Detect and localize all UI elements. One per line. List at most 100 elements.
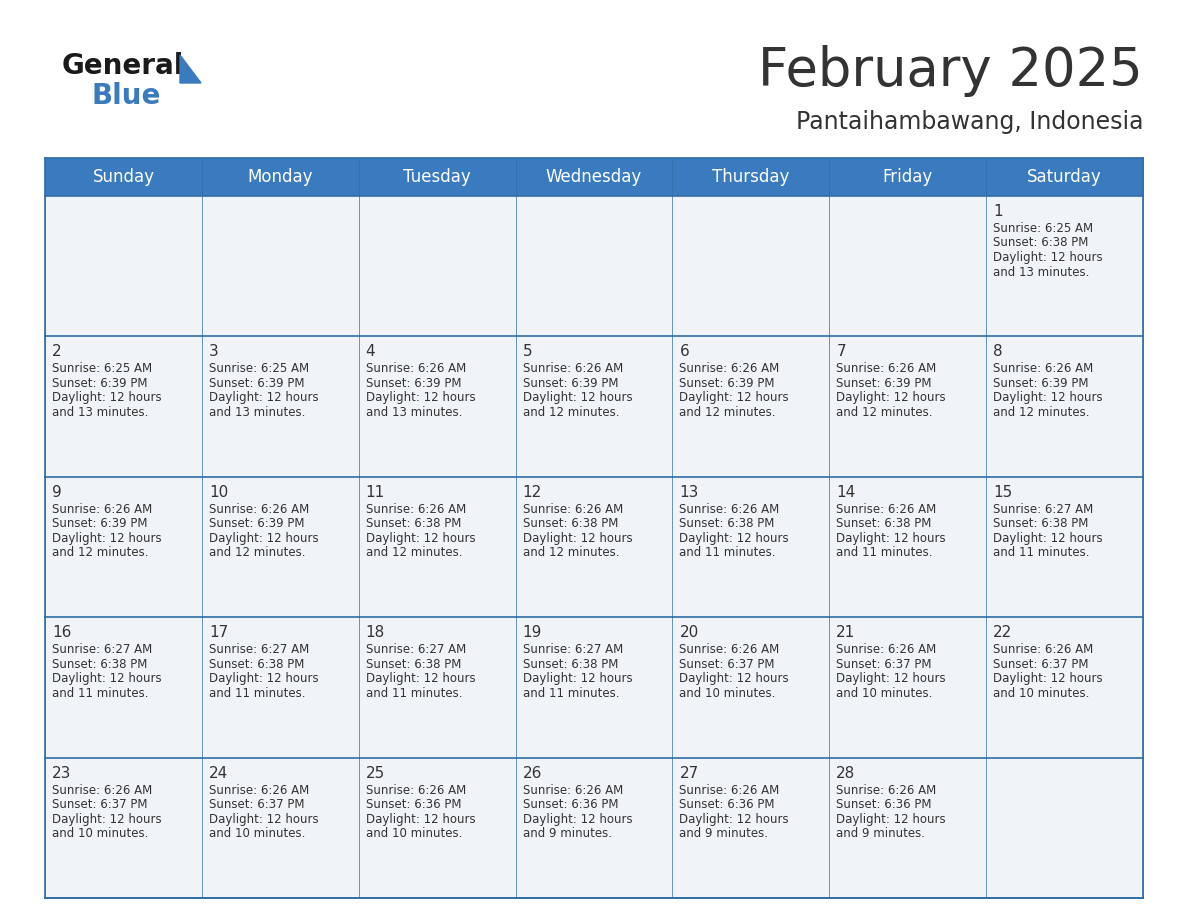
Text: Sunrise: 6:27 AM: Sunrise: 6:27 AM — [52, 644, 152, 656]
Text: 9: 9 — [52, 485, 62, 499]
Text: and 13 minutes.: and 13 minutes. — [993, 265, 1089, 278]
Bar — [202, 617, 359, 757]
Text: Sunrise: 6:27 AM: Sunrise: 6:27 AM — [366, 644, 466, 656]
Text: Sunset: 6:38 PM: Sunset: 6:38 PM — [523, 518, 618, 531]
Bar — [359, 617, 516, 757]
Text: and 12 minutes.: and 12 minutes. — [209, 546, 305, 559]
Bar — [829, 757, 986, 898]
Text: Sunrise: 6:26 AM: Sunrise: 6:26 AM — [52, 503, 152, 516]
Bar — [829, 196, 986, 336]
Text: Sunrise: 6:26 AM: Sunrise: 6:26 AM — [680, 644, 779, 656]
Text: and 11 minutes.: and 11 minutes. — [209, 687, 305, 700]
Text: Daylight: 12 hours: Daylight: 12 hours — [366, 532, 475, 544]
Text: Daylight: 12 hours: Daylight: 12 hours — [836, 812, 946, 825]
Text: Sunday: Sunday — [93, 168, 154, 186]
Text: Sunrise: 6:26 AM: Sunrise: 6:26 AM — [209, 503, 309, 516]
Bar — [672, 336, 829, 476]
Text: February 2025: February 2025 — [758, 45, 1143, 97]
Text: 22: 22 — [993, 625, 1012, 640]
Text: 1: 1 — [993, 204, 1003, 219]
Bar — [516, 336, 672, 476]
Text: Sunset: 6:37 PM: Sunset: 6:37 PM — [836, 657, 931, 671]
Text: Sunset: 6:38 PM: Sunset: 6:38 PM — [836, 518, 931, 531]
Text: Sunset: 6:36 PM: Sunset: 6:36 PM — [523, 798, 618, 812]
Text: Daylight: 12 hours: Daylight: 12 hours — [523, 812, 632, 825]
Text: Sunrise: 6:26 AM: Sunrise: 6:26 AM — [993, 363, 1093, 375]
Text: 6: 6 — [680, 344, 689, 360]
Text: and 11 minutes.: and 11 minutes. — [52, 687, 148, 700]
Text: 3: 3 — [209, 344, 219, 360]
Text: Sunrise: 6:26 AM: Sunrise: 6:26 AM — [366, 363, 466, 375]
Text: Daylight: 12 hours: Daylight: 12 hours — [680, 672, 789, 685]
Text: 4: 4 — [366, 344, 375, 360]
Bar — [986, 476, 1143, 617]
Text: 27: 27 — [680, 766, 699, 780]
Text: 21: 21 — [836, 625, 855, 640]
Text: Sunrise: 6:27 AM: Sunrise: 6:27 AM — [209, 644, 309, 656]
Bar — [986, 196, 1143, 336]
Text: Sunrise: 6:27 AM: Sunrise: 6:27 AM — [523, 644, 623, 656]
Text: Daylight: 12 hours: Daylight: 12 hours — [993, 391, 1102, 405]
Text: Sunset: 6:39 PM: Sunset: 6:39 PM — [366, 377, 461, 390]
Text: Sunset: 6:38 PM: Sunset: 6:38 PM — [993, 237, 1088, 250]
Text: and 11 minutes.: and 11 minutes. — [836, 546, 933, 559]
Text: Sunset: 6:39 PM: Sunset: 6:39 PM — [680, 377, 775, 390]
Text: Sunset: 6:38 PM: Sunset: 6:38 PM — [993, 518, 1088, 531]
Text: Sunrise: 6:25 AM: Sunrise: 6:25 AM — [993, 222, 1093, 235]
Text: Sunset: 6:38 PM: Sunset: 6:38 PM — [52, 657, 147, 671]
Text: and 12 minutes.: and 12 minutes. — [523, 546, 619, 559]
Text: and 10 minutes.: and 10 minutes. — [680, 687, 776, 700]
Text: Daylight: 12 hours: Daylight: 12 hours — [209, 391, 318, 405]
Bar — [359, 757, 516, 898]
Text: 19: 19 — [523, 625, 542, 640]
Text: 2: 2 — [52, 344, 62, 360]
Text: Sunrise: 6:26 AM: Sunrise: 6:26 AM — [680, 363, 779, 375]
Text: Daylight: 12 hours: Daylight: 12 hours — [209, 812, 318, 825]
Bar — [202, 757, 359, 898]
Text: and 12 minutes.: and 12 minutes. — [993, 406, 1089, 419]
Bar — [202, 336, 359, 476]
Text: 28: 28 — [836, 766, 855, 780]
Text: Daylight: 12 hours: Daylight: 12 hours — [993, 532, 1102, 544]
Text: General: General — [62, 52, 184, 80]
Text: and 12 minutes.: and 12 minutes. — [52, 546, 148, 559]
Text: and 10 minutes.: and 10 minutes. — [836, 687, 933, 700]
Bar — [516, 617, 672, 757]
Text: 8: 8 — [993, 344, 1003, 360]
Text: Sunrise: 6:26 AM: Sunrise: 6:26 AM — [523, 503, 623, 516]
Text: Sunrise: 6:26 AM: Sunrise: 6:26 AM — [680, 503, 779, 516]
Text: Sunset: 6:39 PM: Sunset: 6:39 PM — [209, 518, 304, 531]
Text: Sunrise: 6:25 AM: Sunrise: 6:25 AM — [52, 363, 152, 375]
Text: Sunrise: 6:26 AM: Sunrise: 6:26 AM — [836, 363, 936, 375]
Text: and 11 minutes.: and 11 minutes. — [680, 546, 776, 559]
Text: Sunrise: 6:26 AM: Sunrise: 6:26 AM — [523, 363, 623, 375]
Text: Daylight: 12 hours: Daylight: 12 hours — [836, 532, 946, 544]
Text: Sunset: 6:37 PM: Sunset: 6:37 PM — [209, 798, 304, 812]
Text: and 10 minutes.: and 10 minutes. — [366, 827, 462, 840]
Text: 26: 26 — [523, 766, 542, 780]
Text: Monday: Monday — [247, 168, 312, 186]
Text: 25: 25 — [366, 766, 385, 780]
Text: and 12 minutes.: and 12 minutes. — [366, 546, 462, 559]
Text: Pantaihambawang, Indonesia: Pantaihambawang, Indonesia — [796, 110, 1143, 134]
Text: 10: 10 — [209, 485, 228, 499]
Bar — [829, 336, 986, 476]
Text: Sunset: 6:37 PM: Sunset: 6:37 PM — [993, 657, 1088, 671]
Text: Sunset: 6:36 PM: Sunset: 6:36 PM — [836, 798, 931, 812]
Text: and 11 minutes.: and 11 minutes. — [366, 687, 462, 700]
Bar — [672, 757, 829, 898]
Bar — [45, 617, 202, 757]
Text: Daylight: 12 hours: Daylight: 12 hours — [52, 391, 162, 405]
Text: Daylight: 12 hours: Daylight: 12 hours — [52, 532, 162, 544]
Polygon shape — [181, 55, 201, 83]
Text: Friday: Friday — [883, 168, 933, 186]
Text: Daylight: 12 hours: Daylight: 12 hours — [209, 672, 318, 685]
Text: Sunrise: 6:26 AM: Sunrise: 6:26 AM — [680, 784, 779, 797]
Text: Tuesday: Tuesday — [403, 168, 470, 186]
Bar — [829, 617, 986, 757]
Bar — [359, 196, 516, 336]
Bar — [516, 757, 672, 898]
Text: Sunset: 6:39 PM: Sunset: 6:39 PM — [209, 377, 304, 390]
Text: Daylight: 12 hours: Daylight: 12 hours — [836, 391, 946, 405]
Text: and 9 minutes.: and 9 minutes. — [836, 827, 925, 840]
